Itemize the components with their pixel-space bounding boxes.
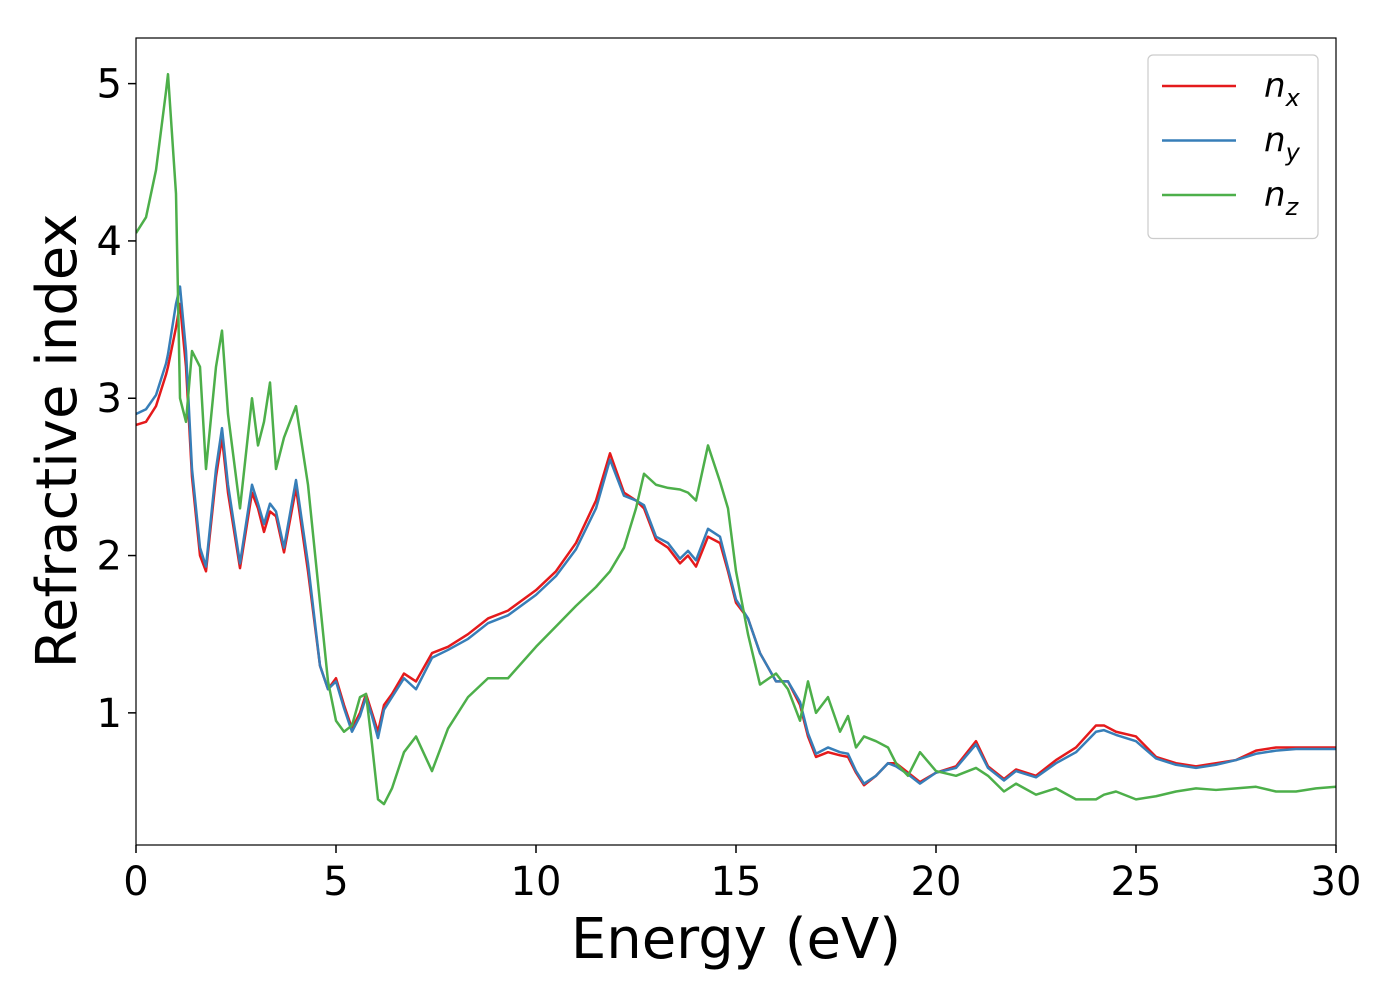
data-line <box>136 72 1336 806</box>
y-tick-label: 3 <box>97 376 122 422</box>
plot-frame <box>135 37 1337 846</box>
legend-label: ny <box>1264 121 1301 167</box>
x-tick-label: 10 <box>511 859 562 905</box>
data-line <box>136 302 1336 787</box>
x-tick-label: 0 <box>123 859 148 905</box>
y-tick-label: 4 <box>97 219 122 265</box>
x-axis-label: Energy (eV) <box>571 907 901 972</box>
y-tick-label: 2 <box>97 534 122 580</box>
y-axis-label: Refractive index <box>25 214 90 669</box>
x-tick-label: 20 <box>911 859 962 905</box>
x-tick-label: 5 <box>323 859 348 905</box>
legend-box <box>1147 54 1319 240</box>
data-line <box>136 285 1336 785</box>
legend-label: nz <box>1264 175 1300 221</box>
y-tick-label: 1 <box>97 691 122 737</box>
x-tick-label: 15 <box>711 859 762 905</box>
x-tick-label: 25 <box>1111 859 1162 905</box>
legend-label: nx <box>1264 66 1301 112</box>
y-tick-label: 5 <box>97 62 122 108</box>
x-tick-label: 30 <box>1311 859 1362 905</box>
